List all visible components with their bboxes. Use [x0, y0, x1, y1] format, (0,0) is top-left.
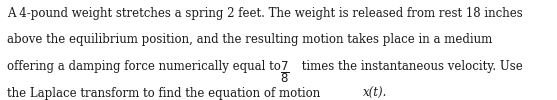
- Text: A 4-pound weight stretches a spring 2 feet. The weight is released from rest 18 : A 4-pound weight stretches a spring 2 fe…: [7, 7, 522, 20]
- Text: above the equilibrium position, and the resulting motion takes place in a medium: above the equilibrium position, and the …: [7, 34, 492, 46]
- Text: times the instantaneous velocity. Use: times the instantaneous velocity. Use: [298, 60, 523, 73]
- Text: x(t).: x(t).: [363, 87, 388, 100]
- Text: $\dfrac{7}{8}$: $\dfrac{7}{8}$: [280, 59, 289, 85]
- Text: the Laplace transform to find the equation of motion: the Laplace transform to find the equati…: [7, 87, 324, 100]
- Text: offering a damping force numerically equal to: offering a damping force numerically equ…: [7, 60, 284, 73]
